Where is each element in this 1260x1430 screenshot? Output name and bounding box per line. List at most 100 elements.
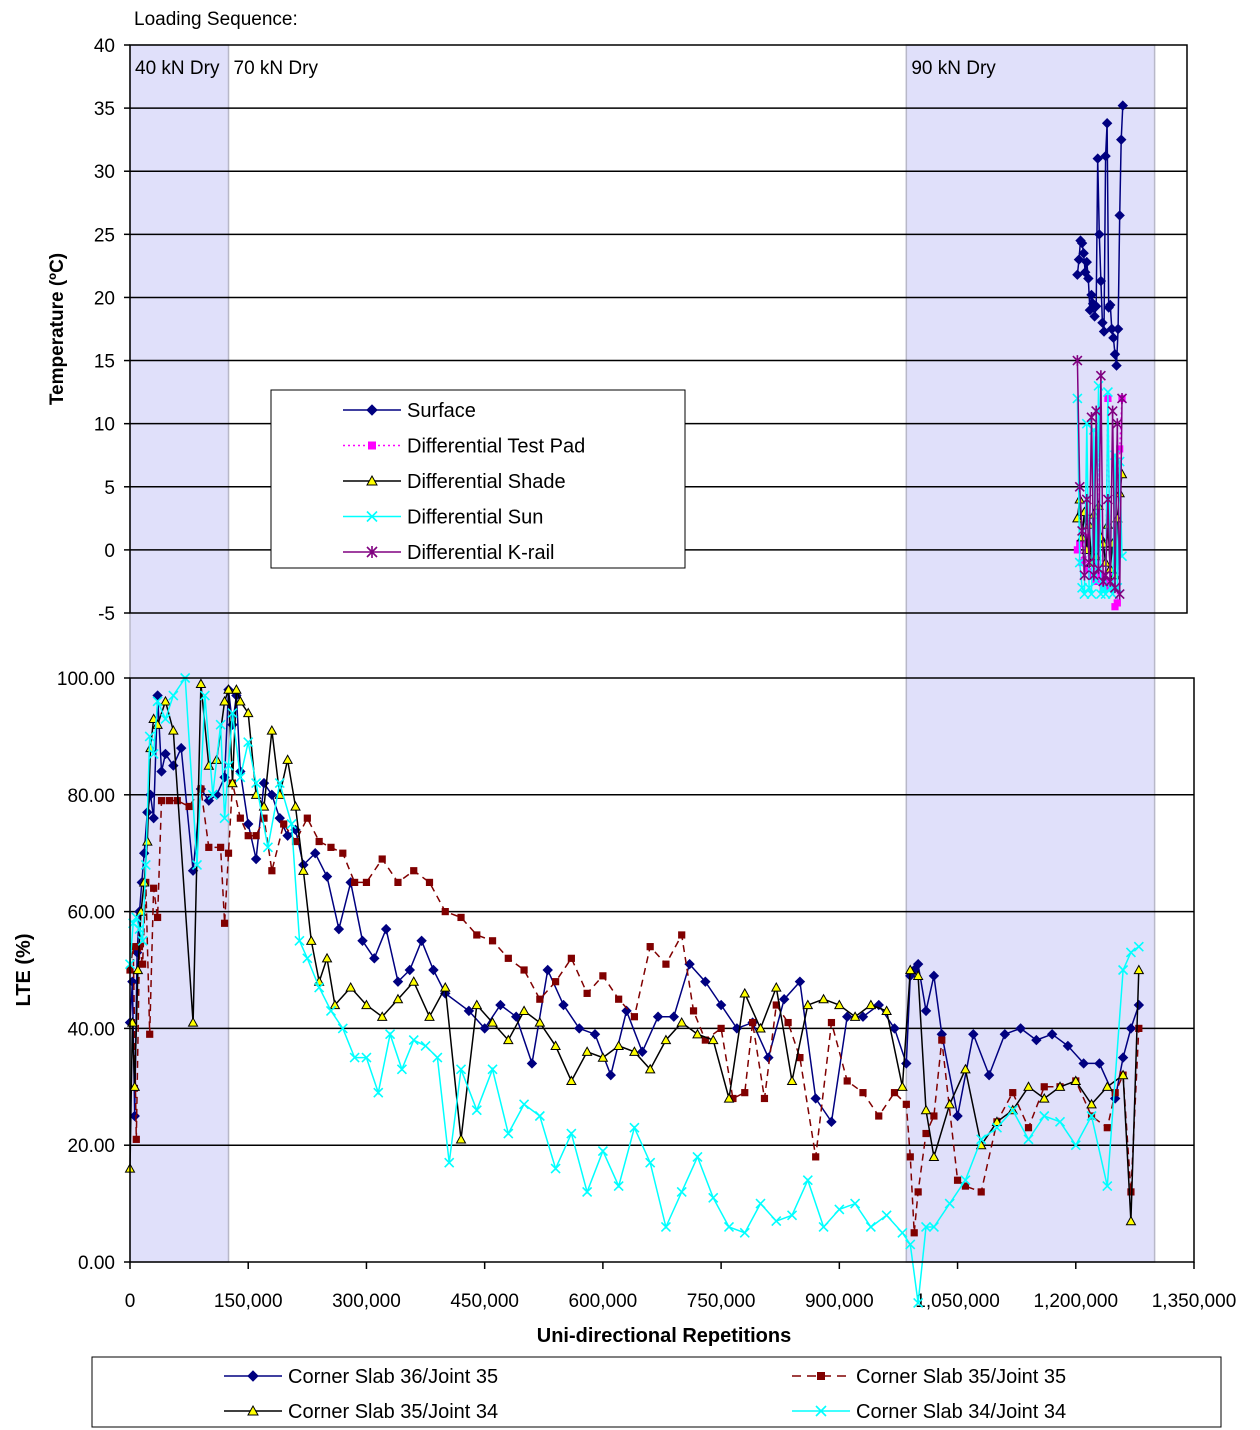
data-point xyxy=(185,802,193,811)
data-point xyxy=(826,1116,837,1128)
data-point xyxy=(215,719,226,730)
data-point xyxy=(1095,589,1106,600)
data-point xyxy=(662,960,670,968)
data-point xyxy=(1088,509,1100,519)
data-point xyxy=(432,1052,443,1063)
data-point xyxy=(741,1089,749,1097)
legend-item: Corner Slab 35/Joint 35 xyxy=(792,1366,1066,1388)
data-point xyxy=(236,814,244,822)
data-point xyxy=(1072,355,1083,366)
data-point xyxy=(1039,1110,1050,1122)
y-tick-label: 80.00 xyxy=(67,786,115,807)
data-point xyxy=(1046,1029,1058,1040)
data-point xyxy=(1081,256,1092,268)
data-point xyxy=(266,789,278,801)
data-point xyxy=(770,981,782,992)
x-tick-label: 1,350,000 xyxy=(1152,1291,1237,1312)
data-point xyxy=(1024,1124,1033,1132)
data-point xyxy=(629,1046,640,1056)
data-point xyxy=(630,1013,639,1021)
data-point xyxy=(1073,254,1085,265)
data-point xyxy=(1077,525,1088,537)
data-point xyxy=(912,958,924,970)
data-point xyxy=(234,695,246,706)
data-point xyxy=(1084,557,1095,568)
data-point xyxy=(224,849,233,857)
data-point xyxy=(294,935,305,946)
y-tick-label: 15 xyxy=(94,352,115,373)
data-point xyxy=(999,1029,1011,1040)
data-point xyxy=(621,1005,632,1017)
data-point xyxy=(1103,1124,1111,1132)
data-point xyxy=(502,1034,514,1045)
data-point xyxy=(904,964,916,975)
data-point xyxy=(250,853,262,865)
data-point xyxy=(930,1112,938,1120)
data-point xyxy=(280,820,288,828)
data-point xyxy=(928,1221,939,1233)
data-point xyxy=(1116,134,1127,145)
data-point xyxy=(922,1129,930,1138)
data-point xyxy=(534,1110,545,1122)
data-point xyxy=(700,976,711,987)
data-point xyxy=(396,1064,407,1075)
data-point xyxy=(842,1011,853,1022)
temperature-legend: Surface Differential Test Pad Differential… xyxy=(270,389,686,569)
data-point xyxy=(771,1216,782,1227)
y-tick-label: 10 xyxy=(94,415,115,436)
data-point xyxy=(1105,576,1116,587)
data-point xyxy=(217,843,225,851)
data-point xyxy=(510,1011,522,1022)
data-point xyxy=(132,964,144,975)
data-point xyxy=(1098,326,1110,337)
data-point xyxy=(772,1001,780,1009)
legend-item: Corner Slab 36/Joint 35 xyxy=(224,1366,498,1388)
data-point xyxy=(676,1017,688,1027)
data-point xyxy=(629,1122,640,1133)
data-point xyxy=(581,1046,593,1056)
data-point xyxy=(291,837,300,846)
data-point xyxy=(203,795,215,806)
legend-item: Corner Slab 34/Joint 34 xyxy=(792,1401,1066,1423)
data-point xyxy=(1102,1181,1113,1192)
data-point xyxy=(345,981,357,992)
data-point xyxy=(385,1029,396,1040)
data-point xyxy=(243,737,254,748)
data-point xyxy=(723,1221,735,1233)
data-point xyxy=(938,1036,946,1044)
data-point xyxy=(394,878,402,886)
legend-label: Differential Shade xyxy=(407,471,566,493)
lte-y-axis-label: LTE (%) xyxy=(13,934,35,1007)
data-point xyxy=(519,1099,530,1110)
data-point xyxy=(1086,1098,1097,1109)
data-point xyxy=(420,1040,431,1051)
data-point xyxy=(834,1204,845,1215)
y-tick-label: 30 xyxy=(94,162,115,183)
data-point xyxy=(739,1227,750,1238)
data-point xyxy=(373,1087,384,1098)
data-point xyxy=(914,1188,922,1196)
data-point xyxy=(380,923,392,935)
data-point xyxy=(227,707,238,719)
data-point xyxy=(416,935,427,947)
data-point xyxy=(875,1112,883,1120)
data-point xyxy=(131,912,142,923)
lte-x-axis-label: Uni-directional Repetitions xyxy=(537,1325,791,1347)
data-point xyxy=(268,867,276,875)
data-point xyxy=(906,1153,914,1161)
data-point xyxy=(944,1098,956,1109)
data-point xyxy=(796,1054,804,1062)
data-point xyxy=(812,1153,820,1161)
data-point xyxy=(1076,237,1088,249)
data-point xyxy=(366,510,378,523)
data-point xyxy=(566,1075,577,1086)
series-differential-k-rail xyxy=(1072,355,1128,600)
data-point xyxy=(1086,289,1097,301)
data-point xyxy=(552,978,560,986)
data-point xyxy=(129,1110,140,1122)
data-point xyxy=(314,982,325,993)
data-point xyxy=(205,843,213,851)
data-point xyxy=(1015,1023,1026,1034)
y-tick-label: 0 xyxy=(104,541,115,562)
data-point xyxy=(1083,273,1094,284)
